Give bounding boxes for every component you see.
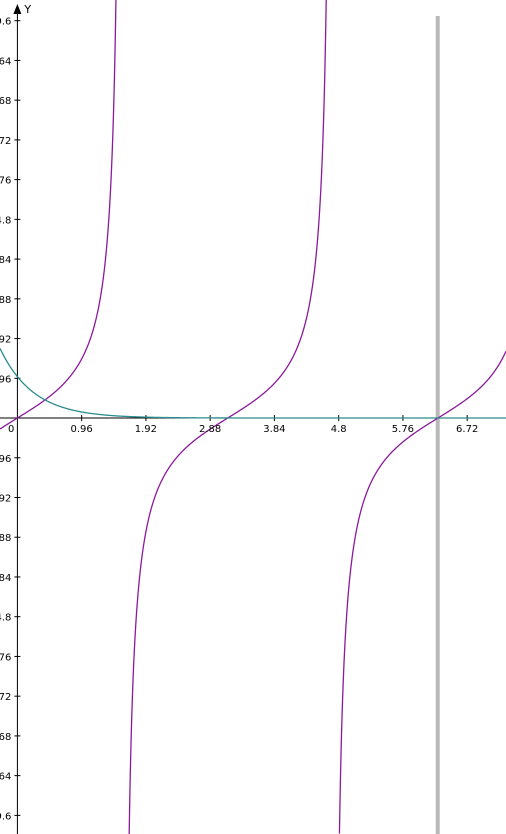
y-tick-label: 2.88 <box>0 295 11 306</box>
x-tick-label: 3.84 <box>263 424 285 435</box>
x-tick-label: 5.76 <box>392 424 414 435</box>
y-tick-label: -9.6 <box>0 811 11 822</box>
x-tick-label: 1.92 <box>135 424 157 435</box>
y-axis-arrow <box>13 4 22 14</box>
y-tick-label: -8.64 <box>0 772 11 783</box>
tan-curve-branch <box>338 350 506 834</box>
y-tick-label: 1.92 <box>0 335 11 346</box>
y-tick-label: 3.84 <box>0 255 11 266</box>
x-tick-label: 2.88 <box>199 424 221 435</box>
y-tick-label: 0.96 <box>0 374 11 385</box>
y-tick-label: -1.92 <box>0 494 11 505</box>
axes <box>0 4 506 834</box>
y-tick-label: 8.64 <box>0 56 11 67</box>
y-tick-label: 9.6 <box>0 17 11 28</box>
y-tick-label: -4.8 <box>0 613 11 624</box>
tan-curve-branch <box>0 0 117 430</box>
x-tick-label: 4.8 <box>331 424 347 435</box>
y-tick-label: 5.76 <box>0 176 11 187</box>
y-tick-label: 4.8 <box>0 215 11 226</box>
y-tick-label: -3.84 <box>0 573 11 584</box>
y-tick-label: -0.96 <box>0 454 11 465</box>
y-tick-label: -5.76 <box>0 652 11 663</box>
exp-decay-curve <box>0 348 506 419</box>
x-tick-label: 0 <box>8 424 14 435</box>
x-tick-label: 6.72 <box>456 424 478 435</box>
y-tick-label: -6.72 <box>0 692 11 703</box>
y-tick-label: 6.72 <box>0 136 11 147</box>
tick-labels: Y 0 0.96 1.92 2.88 3.84 4.8 5.76 6.72 9.6 8.64 7.68… <box>0 3 478 822</box>
x-tick-label: 0.96 <box>71 424 93 435</box>
y-tick-label: -2.88 <box>0 533 11 544</box>
y-tick-label: -7.68 <box>0 732 11 743</box>
y-tick-label: 7.68 <box>0 96 11 107</box>
y-axis-label: Y <box>23 3 31 16</box>
